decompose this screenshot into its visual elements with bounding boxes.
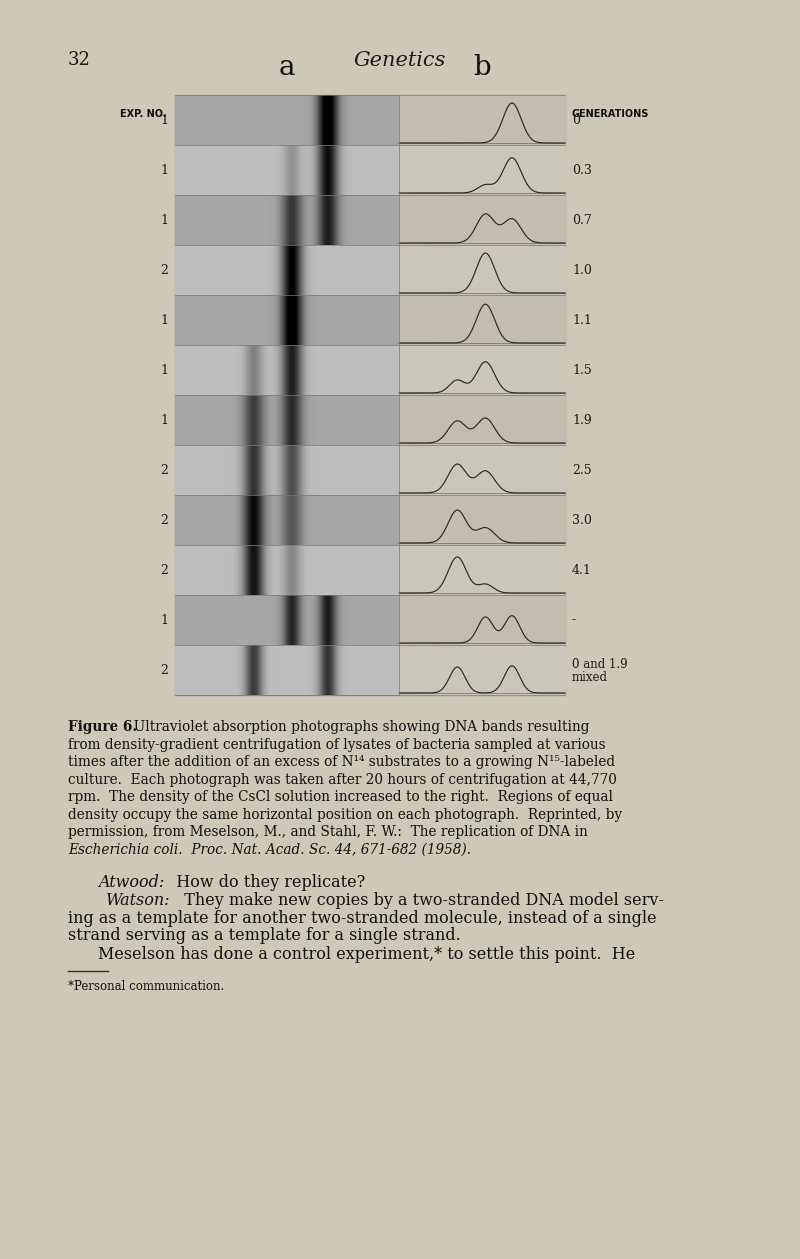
Text: Watson:: Watson: — [106, 891, 170, 909]
Text: mixed: mixed — [572, 671, 608, 684]
Text: 1: 1 — [160, 364, 168, 376]
Text: 1.0: 1.0 — [572, 263, 592, 277]
Text: 1.9: 1.9 — [572, 413, 592, 427]
Text: Atwood:: Atwood: — [98, 874, 164, 891]
Text: 3.0: 3.0 — [572, 514, 592, 526]
Text: 1: 1 — [160, 313, 168, 326]
Bar — [399, 94, 565, 145]
Text: Ultraviolet absorption photographs showing DNA bands resulting: Ultraviolet absorption photographs showi… — [125, 720, 590, 734]
Text: density occupy the same horizontal position on each photograph.  Reprinted, by: density occupy the same horizontal posit… — [68, 807, 622, 822]
Bar — [399, 596, 565, 645]
Text: 1: 1 — [160, 164, 168, 176]
Text: Genetics: Genetics — [354, 50, 446, 69]
Text: 0 and 1.9: 0 and 1.9 — [572, 657, 628, 671]
Text: *Personal communication.: *Personal communication. — [68, 981, 224, 993]
Text: from density-gradient centrifugation of lysates of bacteria sampled at various: from density-gradient centrifugation of … — [68, 738, 606, 752]
Text: 2: 2 — [160, 564, 168, 577]
Text: How do they replicate?: How do they replicate? — [166, 874, 366, 891]
Text: 1.5: 1.5 — [572, 364, 592, 376]
Text: They make new copies by a two-stranded DNA model serv-: They make new copies by a two-stranded D… — [174, 891, 664, 909]
Bar — [399, 145, 565, 195]
Bar — [399, 345, 565, 395]
Text: 0.7: 0.7 — [572, 214, 592, 227]
Text: strand serving as a template for a single strand.: strand serving as a template for a singl… — [68, 928, 461, 944]
Text: 1: 1 — [160, 214, 168, 227]
Text: 1: 1 — [160, 613, 168, 627]
Text: 2: 2 — [160, 514, 168, 526]
Bar — [399, 395, 565, 444]
Text: 2.5: 2.5 — [572, 463, 592, 476]
Text: 4.1: 4.1 — [572, 564, 592, 577]
Text: EXP. NO.: EXP. NO. — [121, 110, 167, 120]
Text: 1.1: 1.1 — [572, 313, 592, 326]
Text: ing as a template for another two-stranded molecule, instead of a single: ing as a template for another two-strand… — [68, 910, 657, 927]
Text: 1: 1 — [160, 413, 168, 427]
Text: permission, from Meselson, M., and Stahl, F. W.:  The replication of DNA in: permission, from Meselson, M., and Stahl… — [68, 825, 588, 838]
Text: b: b — [474, 53, 491, 81]
Text: Figure 6.: Figure 6. — [68, 720, 137, 734]
Text: culture.  Each photograph was taken after 20 hours of centrifugation at 44,770: culture. Each photograph was taken after… — [68, 773, 617, 787]
Bar — [399, 195, 565, 246]
Bar — [399, 246, 565, 295]
Text: 1: 1 — [160, 113, 168, 126]
Text: times after the addition of an excess of N¹⁴ substrates to a growing N¹⁵-labeled: times after the addition of an excess of… — [68, 755, 615, 769]
Bar — [399, 545, 565, 596]
Text: -: - — [572, 613, 576, 627]
Text: 2: 2 — [160, 463, 168, 476]
Text: GENERATIONS: GENERATIONS — [571, 110, 648, 120]
Text: a: a — [279, 53, 295, 81]
Text: 2: 2 — [160, 263, 168, 277]
Text: 0: 0 — [572, 113, 580, 126]
Bar — [399, 645, 565, 695]
Text: 2: 2 — [160, 663, 168, 676]
Bar — [399, 295, 565, 345]
Text: rpm.  The density of the CsCl solution increased to the right.  Regions of equal: rpm. The density of the CsCl solution in… — [68, 789, 613, 805]
Bar — [399, 495, 565, 545]
Text: 0.3: 0.3 — [572, 164, 592, 176]
Bar — [399, 444, 565, 495]
Text: Meselson has done a control experiment,* to settle this point.  He: Meselson has done a control experiment,*… — [98, 946, 635, 963]
Bar — [175, 94, 565, 695]
Text: Escherichia coli.  Proc. Nat. Acad. Sc. 44, 671-682 (1958).: Escherichia coli. Proc. Nat. Acad. Sc. 4… — [68, 842, 471, 856]
Text: 32: 32 — [68, 52, 91, 69]
